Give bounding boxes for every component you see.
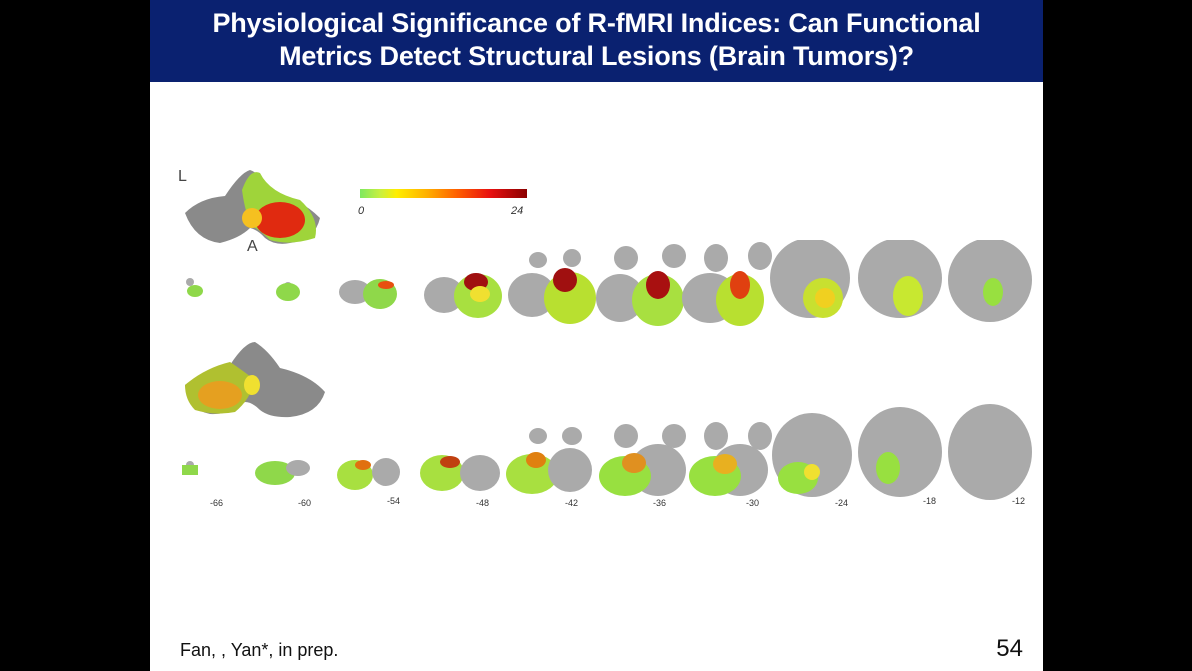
slice-coord: -66: [210, 498, 224, 508]
slide: Physiological Significance of R-fMRI Ind…: [150, 0, 1043, 671]
slice-bottom-36: [599, 424, 686, 496]
slice-coord: -24: [835, 498, 849, 508]
citation: Fan, , Yan*, in prep.: [180, 640, 339, 660]
slice-bottom-30: [689, 422, 772, 496]
slice-bottom-66: [182, 461, 198, 475]
slice-top-48: [424, 273, 502, 318]
cerebellum-surface-bottom: [185, 342, 325, 418]
slice-coord: -18: [923, 496, 937, 506]
slice-coord: -12: [1012, 496, 1026, 506]
slice-top-24: [770, 240, 850, 318]
orientation-label-left: L: [178, 168, 187, 185]
orientation-label-anterior: A: [247, 238, 258, 255]
slice-coord: -48: [476, 498, 490, 508]
page-number: 54: [996, 635, 1023, 662]
slice-top-30: [682, 242, 772, 326]
slice-top-60: [276, 282, 300, 301]
title-line-1: Physiological Significance of R-fMRI Ind…: [212, 8, 981, 38]
slice-coord: -42: [565, 498, 579, 508]
slice-top-54: [339, 279, 397, 309]
slice-bottom-54: [337, 458, 400, 490]
slice-top-42: [508, 249, 596, 324]
slice-top-66: [186, 278, 203, 297]
slice-top-18: [858, 240, 942, 318]
slice-bottom-48: [420, 455, 500, 491]
colorbar-max-label: 24: [511, 205, 524, 217]
slice-coord: -36: [653, 498, 667, 508]
slice-bottom-42: [506, 427, 592, 494]
title-line-2: Metrics Detect Structural Lesions (Brain…: [279, 41, 914, 71]
slice-top-36: [596, 244, 686, 326]
slide-title: Physiological Significance of R-fMRI Ind…: [150, 0, 1043, 82]
slice-bottom-12: [948, 404, 1032, 500]
slice-bottom-24: [772, 413, 852, 497]
slices-top-row: [186, 240, 1032, 326]
colorbar: [360, 189, 527, 198]
slice-coord: -30: [746, 498, 760, 508]
slice-top-12: [948, 240, 1032, 322]
cerebellum-surface-top: [185, 170, 320, 244]
slice-bottom-18: [858, 407, 942, 497]
slices-bottom-row: [182, 404, 1032, 500]
slice-bottom-60: [255, 460, 310, 485]
slice-coord: -54: [387, 496, 401, 506]
colorbar-min-label: 0: [358, 205, 365, 217]
slice-coord: -60: [298, 498, 312, 508]
